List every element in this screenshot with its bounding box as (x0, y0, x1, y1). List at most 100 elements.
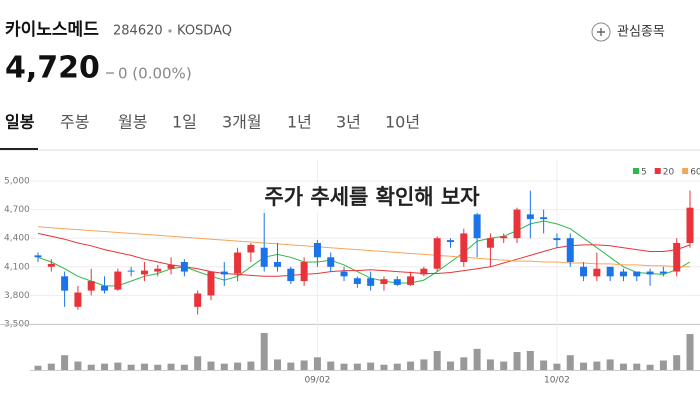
candle-body (287, 268, 295, 282)
tab[interactable]: 3개월 (222, 113, 262, 132)
volume-bar (287, 362, 295, 370)
stock-name: 카이노스메드 (5, 20, 99, 40)
candle-body (566, 238, 574, 263)
candle-body (140, 270, 148, 275)
volume-bar (619, 363, 627, 370)
tab[interactable]: 10년 (385, 113, 420, 132)
volume-bar (513, 352, 521, 370)
volume-bar (486, 359, 494, 370)
candle-body (101, 285, 109, 291)
legend-swatch (682, 168, 689, 174)
candle-body (540, 217, 548, 220)
volume-bar (114, 362, 122, 370)
volume-bar (460, 357, 468, 370)
volume-bar (194, 356, 202, 370)
volume-bar (260, 333, 268, 370)
candle-body (327, 257, 335, 267)
candle-body (234, 252, 242, 274)
candle-body (553, 238, 561, 241)
tab[interactable]: 월봉 (118, 113, 147, 132)
watch-icon (591, 22, 611, 42)
candle-body (686, 207, 694, 243)
candle-body (433, 238, 441, 269)
candle-body (633, 271, 641, 277)
volume-bar (446, 361, 454, 370)
volume-bar (553, 363, 561, 370)
tab[interactable]: 1년 (287, 113, 312, 132)
candle-body (367, 278, 375, 286)
volume-bar (313, 357, 321, 370)
candle-body (313, 242, 321, 258)
volume-bar (300, 360, 308, 370)
y-tick-label: 5,000 (4, 177, 30, 187)
volume-bar (420, 359, 428, 370)
candle-body (167, 264, 175, 269)
separator (168, 29, 172, 33)
volume-bar (540, 360, 548, 370)
candle-body (513, 209, 521, 239)
tab[interactable]: 1일 (172, 113, 197, 132)
candle-body (194, 293, 202, 307)
volume-bar (526, 350, 534, 370)
candle-body (154, 268, 162, 272)
volume-bar (207, 361, 215, 370)
volume-bar (593, 361, 601, 370)
candle-body (486, 238, 494, 248)
volume-bar (167, 363, 175, 370)
title-backdrop (232, 183, 512, 213)
volume-bar (367, 362, 375, 370)
candle-body (74, 292, 82, 307)
candle-body (34, 255, 42, 258)
volume-bar (247, 361, 255, 370)
candle-body (114, 271, 122, 290)
volume-bar (180, 364, 188, 370)
volume-bar (686, 334, 694, 370)
market: KOSDAQ (177, 24, 232, 39)
legend-label: 20 (663, 168, 675, 178)
ma-line (37, 220, 691, 287)
x-tick-label: 10/02 (544, 376, 570, 386)
price-change: 0 (0.00%) (118, 65, 192, 83)
tab[interactable]: 3년 (336, 113, 361, 132)
candle-body (500, 236, 508, 239)
candle-body (593, 268, 601, 277)
volume-bar (500, 361, 508, 370)
volume-bar (659, 360, 667, 370)
candle-body (247, 244, 255, 253)
watch-label: 관심종목 (617, 25, 665, 40)
volume-bar (633, 363, 641, 370)
volume-bar (353, 363, 361, 370)
volume-bar (407, 361, 415, 370)
candle-body (300, 262, 308, 282)
candle-body (420, 268, 428, 275)
ma-line (37, 226, 690, 268)
volume-bar (220, 363, 228, 370)
tab[interactable]: 일봉 (5, 113, 35, 132)
candle-body (473, 214, 481, 239)
volume-bar (433, 350, 441, 370)
volume-bar (380, 364, 388, 370)
volume-bar (101, 363, 109, 370)
volume-bar (393, 363, 401, 370)
candle-body (673, 242, 681, 272)
legend-swatch (654, 168, 661, 174)
candle-body (407, 276, 415, 285)
y-tick-label: 3,800 (4, 291, 30, 301)
watch-button[interactable]: 관심종목 (591, 22, 665, 42)
volume-bar (154, 364, 162, 370)
volume-bar (140, 363, 148, 370)
volume-bar (580, 362, 588, 370)
volume-bar (566, 355, 574, 370)
candle-body (260, 247, 268, 267)
volume-bar (646, 364, 654, 370)
candle-body (646, 271, 654, 275)
candle-body (180, 262, 188, 272)
chart-title: 주가 추세를 확인해 보자 (264, 185, 480, 209)
candle-body (393, 279, 401, 285)
tab[interactable]: 주봉 (60, 113, 89, 132)
candle-body (340, 271, 348, 277)
volume-bar (47, 363, 55, 370)
volume-bar (274, 359, 282, 370)
tab-bar: 일봉 주봉 월봉 1일 3개월 1년 3년 10년 (5, 113, 420, 132)
candle-body (619, 271, 627, 277)
